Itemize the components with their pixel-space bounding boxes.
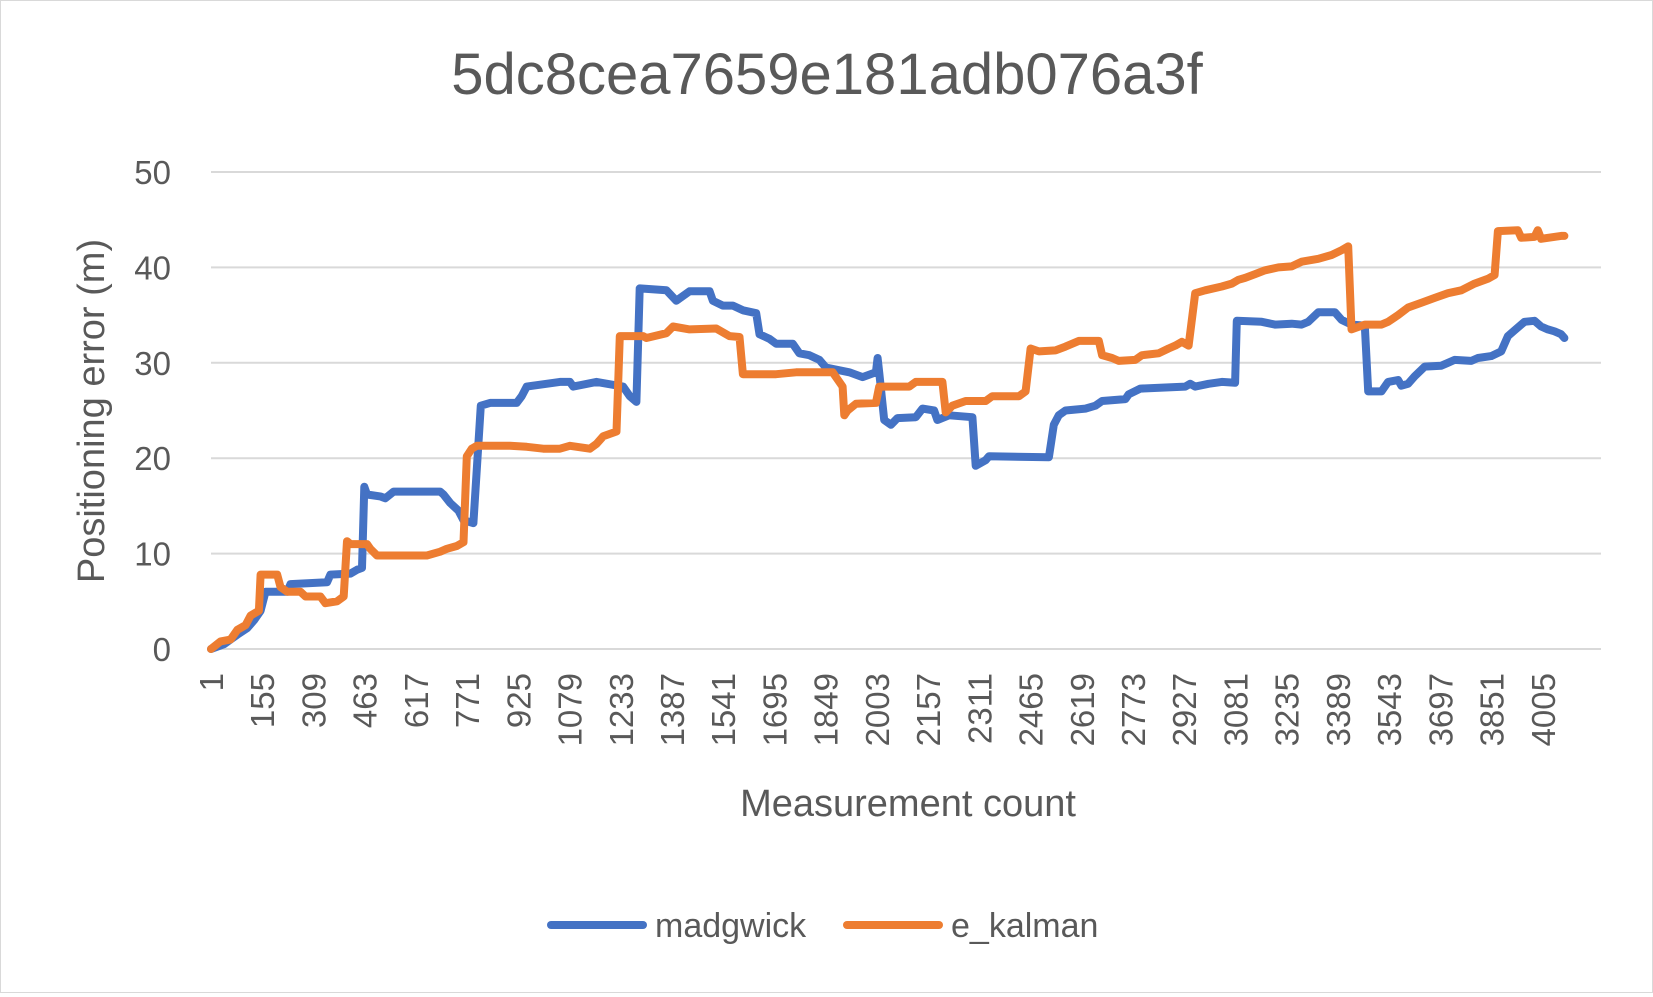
x-tick-label: 155 (244, 673, 281, 728)
x-tick-label: 3235 (1269, 673, 1306, 746)
x-tick-label: 2157 (910, 673, 947, 746)
x-tick-label: 1695 (756, 673, 793, 746)
x-tick-label: 2619 (1064, 673, 1101, 746)
series-line-e_kalman (207, 226, 1569, 653)
x-tick-label: 1541 (705, 673, 742, 746)
x-tick-label: 463 (347, 673, 384, 728)
x-tick-label: 2773 (1115, 673, 1152, 746)
legend-item-e_kalman: e_kalman (843, 907, 1098, 945)
x-tick-label: 1387 (654, 673, 691, 746)
x-tick-label: 1233 (603, 673, 640, 746)
y-tick-label: 40 (134, 249, 171, 286)
series-line-madgwick (207, 284, 1569, 653)
x-tick-label: 771 (449, 673, 486, 728)
x-tick-label: 309 (295, 673, 332, 728)
y-tick-label: 0 (153, 631, 171, 668)
x-tick-label: 4005 (1525, 673, 1562, 746)
x-tick-label: 1 (193, 673, 230, 691)
x-tick-label: 2465 (1013, 673, 1050, 746)
y-tick-label: 50 (134, 154, 171, 191)
chart-title: 5dc8cea7659e181adb076a3f (451, 42, 1203, 107)
y-tick-label: 10 (134, 536, 171, 573)
y-axis-ticks: 0 10 20 30 40 50 (134, 154, 171, 668)
gridlines (211, 171, 1601, 650)
x-tick-label: 3389 (1320, 673, 1357, 746)
legend-item-madgwick: madgwick (547, 907, 807, 945)
x-tick-label: 2927 (1166, 673, 1203, 746)
y-tick-label: 30 (134, 345, 171, 382)
x-axis-ticks: 1 155 309 463 617 771 925 1079 1233 1387 1541 1695 1… (193, 673, 1562, 746)
x-tick-label: 2003 (859, 673, 896, 746)
series-lines (207, 226, 1569, 653)
x-tick-label: 617 (398, 673, 435, 728)
legend-label: madgwick (655, 907, 807, 945)
x-tick-label: 3543 (1371, 673, 1408, 746)
x-axis-title: Measurement count (740, 783, 1076, 825)
legend-label: e_kalman (951, 907, 1098, 945)
legend: madgwick e_kalman (547, 907, 1098, 945)
x-tick-label: 3081 (1217, 673, 1254, 746)
x-tick-label: 1849 (808, 673, 845, 746)
x-tick-label: 2311 (961, 673, 998, 744)
y-axis-title: Positioning error (m) (71, 239, 113, 583)
x-tick-label: 1079 (552, 673, 589, 746)
x-tick-label: 925 (500, 673, 537, 728)
x-tick-label: 3851 (1474, 673, 1511, 746)
y-tick-label: 20 (134, 440, 171, 477)
x-tick-label: 3697 (1422, 673, 1459, 746)
